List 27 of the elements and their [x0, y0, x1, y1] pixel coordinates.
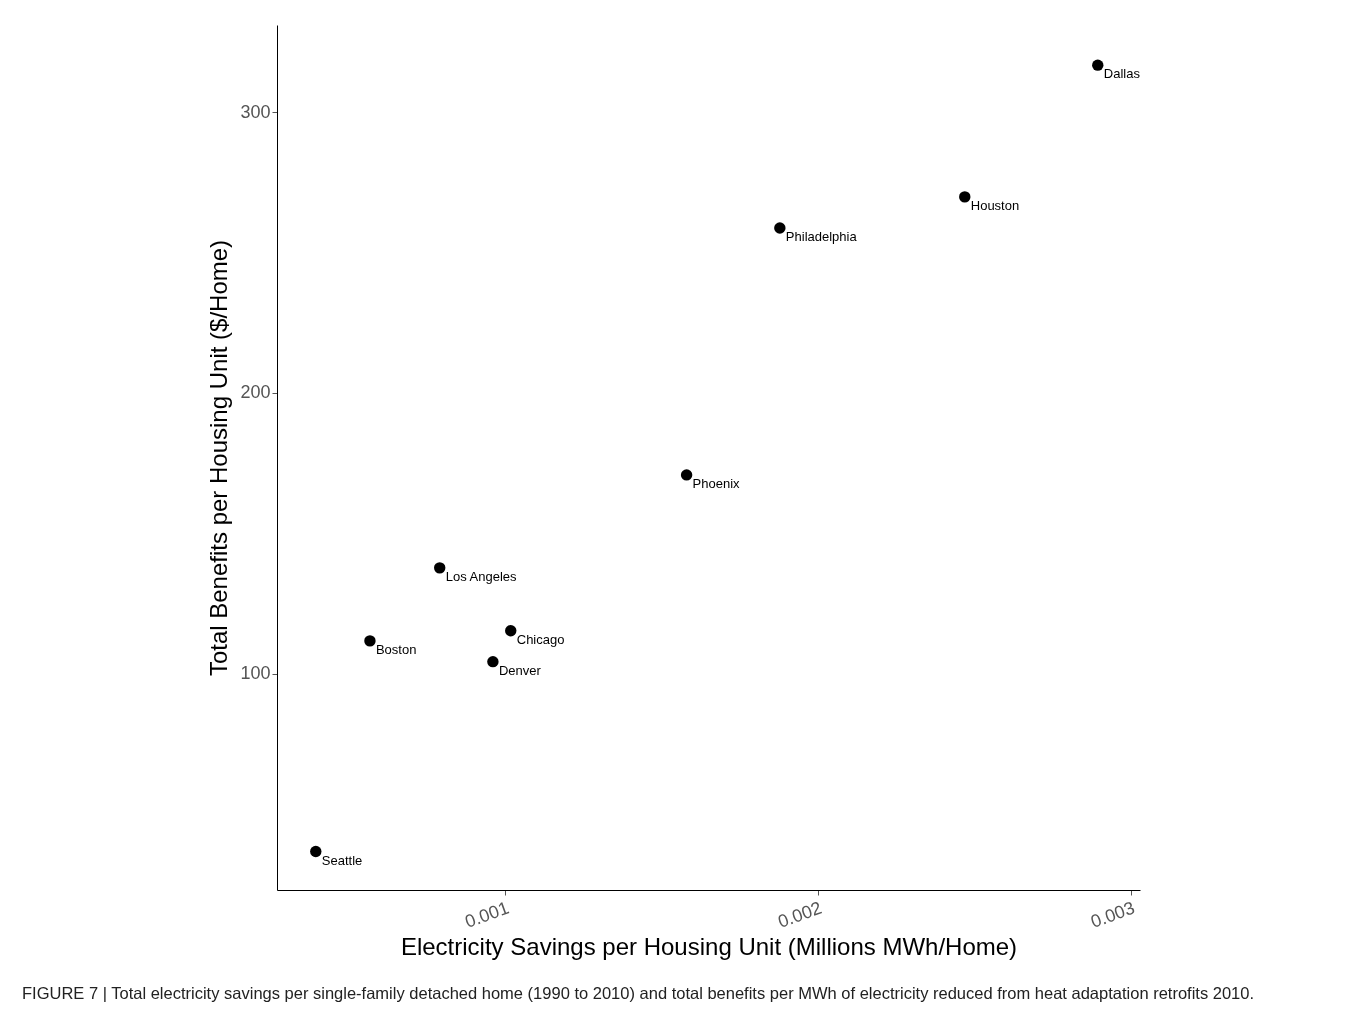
annotation: Seattle: [321, 852, 363, 868]
point: [1092, 59, 1104, 71]
x-tick-label: 0.001: [462, 897, 512, 932]
annotation: Philadelphia: [785, 229, 858, 245]
point: [774, 222, 786, 234]
x-axis-title: Electricity Savings per Housing Unit (Millions MWh/Home): [400, 932, 1018, 960]
annotation: Dallas: [1103, 66, 1141, 82]
x-tick-label: 0.003: [1088, 897, 1138, 932]
point: [434, 562, 446, 574]
annotation: Los Angeles: [445, 568, 518, 584]
annotation: Denver: [498, 662, 542, 678]
annotation: Phoenix: [692, 475, 741, 491]
point: [310, 845, 322, 858]
point: [487, 655, 499, 668]
caption: FIGURE 7 | Total electricity savings per single-family detached home (1990 to 2010) and total benefits per MWh of electricity reduced from heat adaptation retrofits 2010.: [22, 983, 1256, 1004]
annotation: Chicago: [516, 631, 565, 647]
y-axis-title: Total Benefits per Housing Unit ($/Home): [205, 239, 233, 677]
point: [959, 191, 971, 203]
point: [680, 469, 693, 481]
point: [364, 635, 376, 647]
y-tick-label: 200: [240, 382, 271, 403]
y-tick-label: 100: [240, 663, 271, 684]
y-tick-label: 300: [240, 101, 271, 122]
x-tick-label: 0.002: [775, 897, 825, 932]
point: [505, 625, 517, 637]
annotation: Houston: [970, 197, 1020, 213]
annotation: Boston: [375, 641, 417, 657]
